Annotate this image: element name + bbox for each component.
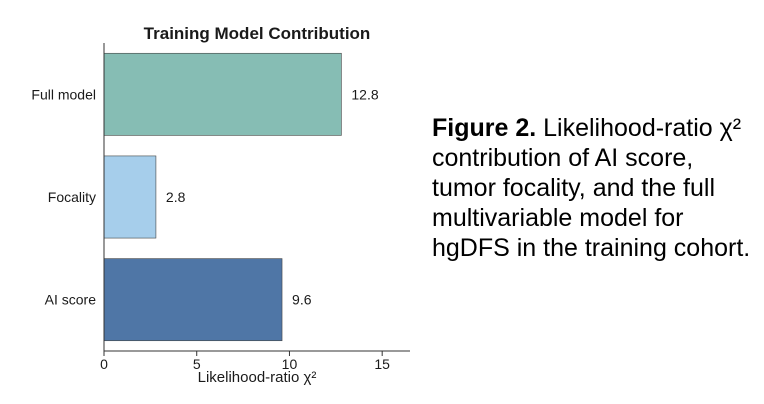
- value-label-ai-score: 9.6: [292, 292, 312, 308]
- category-label-ai-score: AI score: [45, 292, 97, 308]
- x-axis-label: Likelihood-ratio χ²: [198, 369, 317, 386]
- category-label-full-model: Full model: [31, 86, 96, 102]
- value-label-focality: 2.8: [166, 189, 186, 205]
- x-ticks-layer: 0 5 10 15: [100, 351, 390, 372]
- chart-title: Training Model Contribution: [144, 24, 371, 43]
- figure-caption-label: Figure 2.: [432, 114, 537, 142]
- bar-ai-score: [103, 258, 283, 342]
- bar-focality: [103, 155, 157, 239]
- category-label-focality: Focality: [48, 189, 96, 205]
- bars-layer: 12.8 Full model 2.8 Focality 9.6 AI score: [31, 52, 379, 342]
- x-tick-label: 0: [100, 356, 108, 372]
- figure-caption: Figure 2. Likelihood-ratio χ² contributi…: [432, 113, 758, 263]
- bar-chart: Training Model Contribution 12.8 Full mod…: [31, 24, 410, 386]
- x-tick-label: 15: [374, 356, 390, 372]
- x-tick-label: 10: [282, 356, 298, 372]
- figure-caption-text: Likelihood-ratio χ² contribution of AI s…: [432, 114, 751, 262]
- x-tick-label: 5: [193, 356, 201, 372]
- value-label-full-model: 12.8: [351, 86, 378, 102]
- bar-full-model: [103, 52, 342, 136]
